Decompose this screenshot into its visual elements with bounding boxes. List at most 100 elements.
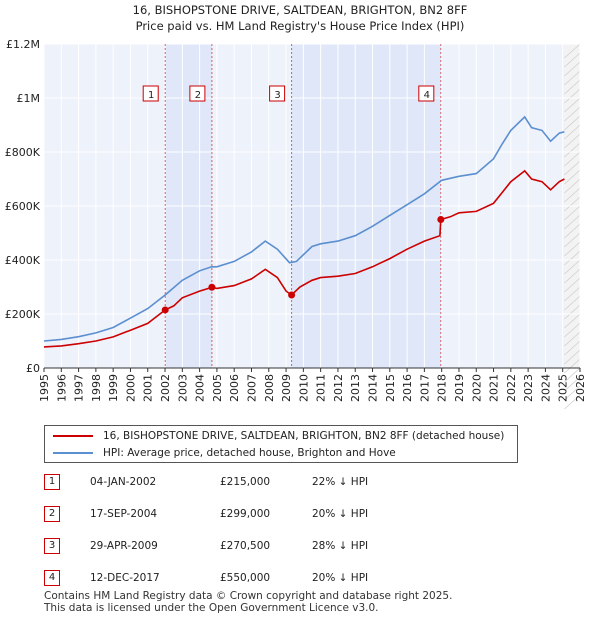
x-tick-label: 2017: [418, 374, 431, 402]
x-tick-label: 2019: [453, 374, 466, 402]
x-tick-label: 1998: [90, 374, 103, 402]
transaction-date: 04-JAN-2002: [90, 476, 157, 488]
x-tick-label: 2012: [332, 374, 345, 402]
forecast-hatch: [564, 70, 581, 86]
transaction-date: 17-SEP-2004: [90, 508, 158, 520]
forecast-hatch: [564, 223, 581, 239]
forecast-hatch: [564, 133, 581, 149]
forecast-hatch: [564, 268, 581, 284]
x-tick-label: 1995: [38, 374, 51, 402]
x-tick-label: 2026: [574, 374, 587, 402]
property-price-line: [43, 169, 565, 348]
forecast-hatch: [564, 97, 581, 113]
forecast-hatch: [564, 151, 581, 167]
x-tick-label: 2015: [384, 374, 397, 402]
transaction-point: [437, 216, 445, 223]
x-tick-label: 2005: [211, 374, 224, 402]
y-tick-label: £200K: [5, 308, 41, 321]
transaction-label: 4: [424, 90, 430, 101]
y-tick-label: £800K: [5, 146, 41, 159]
forecast-hatch: [564, 187, 581, 203]
transaction-label: 1: [148, 90, 154, 101]
x-tick-label: 2021: [488, 374, 501, 402]
forecast-hatch: [564, 160, 581, 176]
x-tick-label: 1996: [55, 374, 68, 402]
hpi-line: [43, 115, 565, 342]
y-tick-label: £1M: [17, 92, 41, 105]
legend-swatch-property: [53, 435, 93, 437]
transaction-price: £215,000: [220, 476, 271, 488]
x-tick-label: 2014: [367, 374, 380, 402]
forecast-hatch: [564, 43, 581, 59]
transaction-hpi-diff: 20% ↓ HPI: [312, 508, 369, 520]
x-tick-label: 2001: [142, 374, 155, 402]
forecast-hatch: [564, 115, 581, 131]
footer-line-licence: This data is licensed under the Open Gov…: [44, 602, 379, 614]
x-tick-label: 2013: [349, 374, 362, 402]
x-tick-label: 1997: [73, 374, 86, 402]
forecast-hatch: [564, 106, 581, 122]
y-tick-label: £600K: [5, 200, 41, 213]
x-tick-label: 2025: [557, 374, 570, 402]
transaction-label-box: [189, 85, 206, 102]
transaction-label-box: [142, 85, 159, 102]
transaction-label: 3: [274, 90, 280, 101]
forecast-hatch: [564, 241, 581, 257]
transaction-row: 3 29-APR-2009 £270,500 28% ↓ HPI: [44, 538, 404, 556]
forecast-hatch: [564, 313, 581, 329]
forecast-hatch: [564, 277, 581, 293]
forecast-hatch: [564, 376, 581, 392]
y-tick-label: £1.2M: [6, 38, 40, 51]
forecast-hatch: [564, 295, 581, 311]
transaction-point: [288, 291, 296, 299]
forecast-hatch: [564, 214, 581, 230]
transaction-hpi-diff: 28% ↓ HPI: [312, 540, 369, 552]
forecast-hatch: [564, 88, 581, 104]
forecast-hatch: [564, 349, 581, 365]
transaction-date: 29-APR-2009: [90, 540, 158, 552]
footer-line-copyright: Contains HM Land Registry data © Crown c…: [44, 590, 453, 602]
transaction-badge: 2: [44, 506, 60, 522]
chart-subtitle: Price paid vs. HM Land Registry's House …: [136, 19, 465, 33]
transaction-badge: 1: [44, 474, 60, 490]
transaction-row: 2 17-SEP-2004 £299,000 20% ↓ HPI: [44, 506, 404, 524]
forecast-hatch: [564, 232, 581, 248]
transaction-badge: 3: [44, 538, 60, 554]
transaction-point: [208, 283, 216, 291]
forecast-hatch: [564, 304, 581, 320]
transaction-badge: 4: [44, 570, 60, 586]
x-tick-label: 2020: [470, 374, 483, 402]
forecast-hatch: [564, 385, 581, 401]
x-tick-label: 2002: [159, 374, 172, 402]
forecast-hatch: [564, 367, 581, 383]
forecast-hatch: [564, 259, 581, 275]
transaction-hpi-diff: 22% ↓ HPI: [312, 476, 369, 488]
x-tick-label: 2010: [297, 374, 310, 402]
forecast-hatch: [564, 286, 581, 302]
forecast-hatch: [564, 250, 581, 266]
x-tick-label: 2004: [194, 374, 207, 402]
x-tick-label: 2000: [124, 374, 137, 402]
forecast-hatch: [564, 340, 581, 356]
legend-label-hpi: HPI: Average price, detached house, Brig…: [103, 447, 396, 459]
transaction-label: 2: [195, 90, 201, 101]
footer-attribution: Contains HM Land Registry data © Crown c…: [44, 590, 452, 614]
legend-item-hpi: HPI: Average price, detached house, Brig…: [53, 445, 396, 461]
transaction-row: 1 04-JAN-2002 £215,000 22% ↓ HPI: [44, 474, 404, 492]
forecast-hatch: [564, 196, 581, 212]
transaction-price: £270,500: [220, 540, 271, 552]
x-tick-label: 2008: [263, 374, 276, 402]
forecast-hatch: [564, 322, 581, 338]
legend-item-property: 16, BISHOPSTONE DRIVE, SALTDEAN, BRIGHTO…: [53, 428, 504, 444]
x-tick-label: 1999: [107, 374, 120, 402]
forecast-hatch: [564, 178, 581, 194]
forecast-hatch: [564, 331, 581, 347]
forecast-hatch: [564, 79, 581, 95]
x-tick-label: 2003: [176, 374, 189, 402]
transaction-label-box: [269, 85, 286, 102]
transaction-row: 4 12-DEC-2017 £550,000 20% ↓ HPI: [44, 570, 404, 588]
chart-title: 16, BISHOPSTONE DRIVE, SALTDEAN, BRIGHTO…: [133, 3, 468, 17]
forecast-hatch: [564, 169, 581, 185]
forecast-hatch: [564, 394, 581, 410]
legend-label-property: 16, BISHOPSTONE DRIVE, SALTDEAN, BRIGHTO…: [103, 430, 505, 442]
